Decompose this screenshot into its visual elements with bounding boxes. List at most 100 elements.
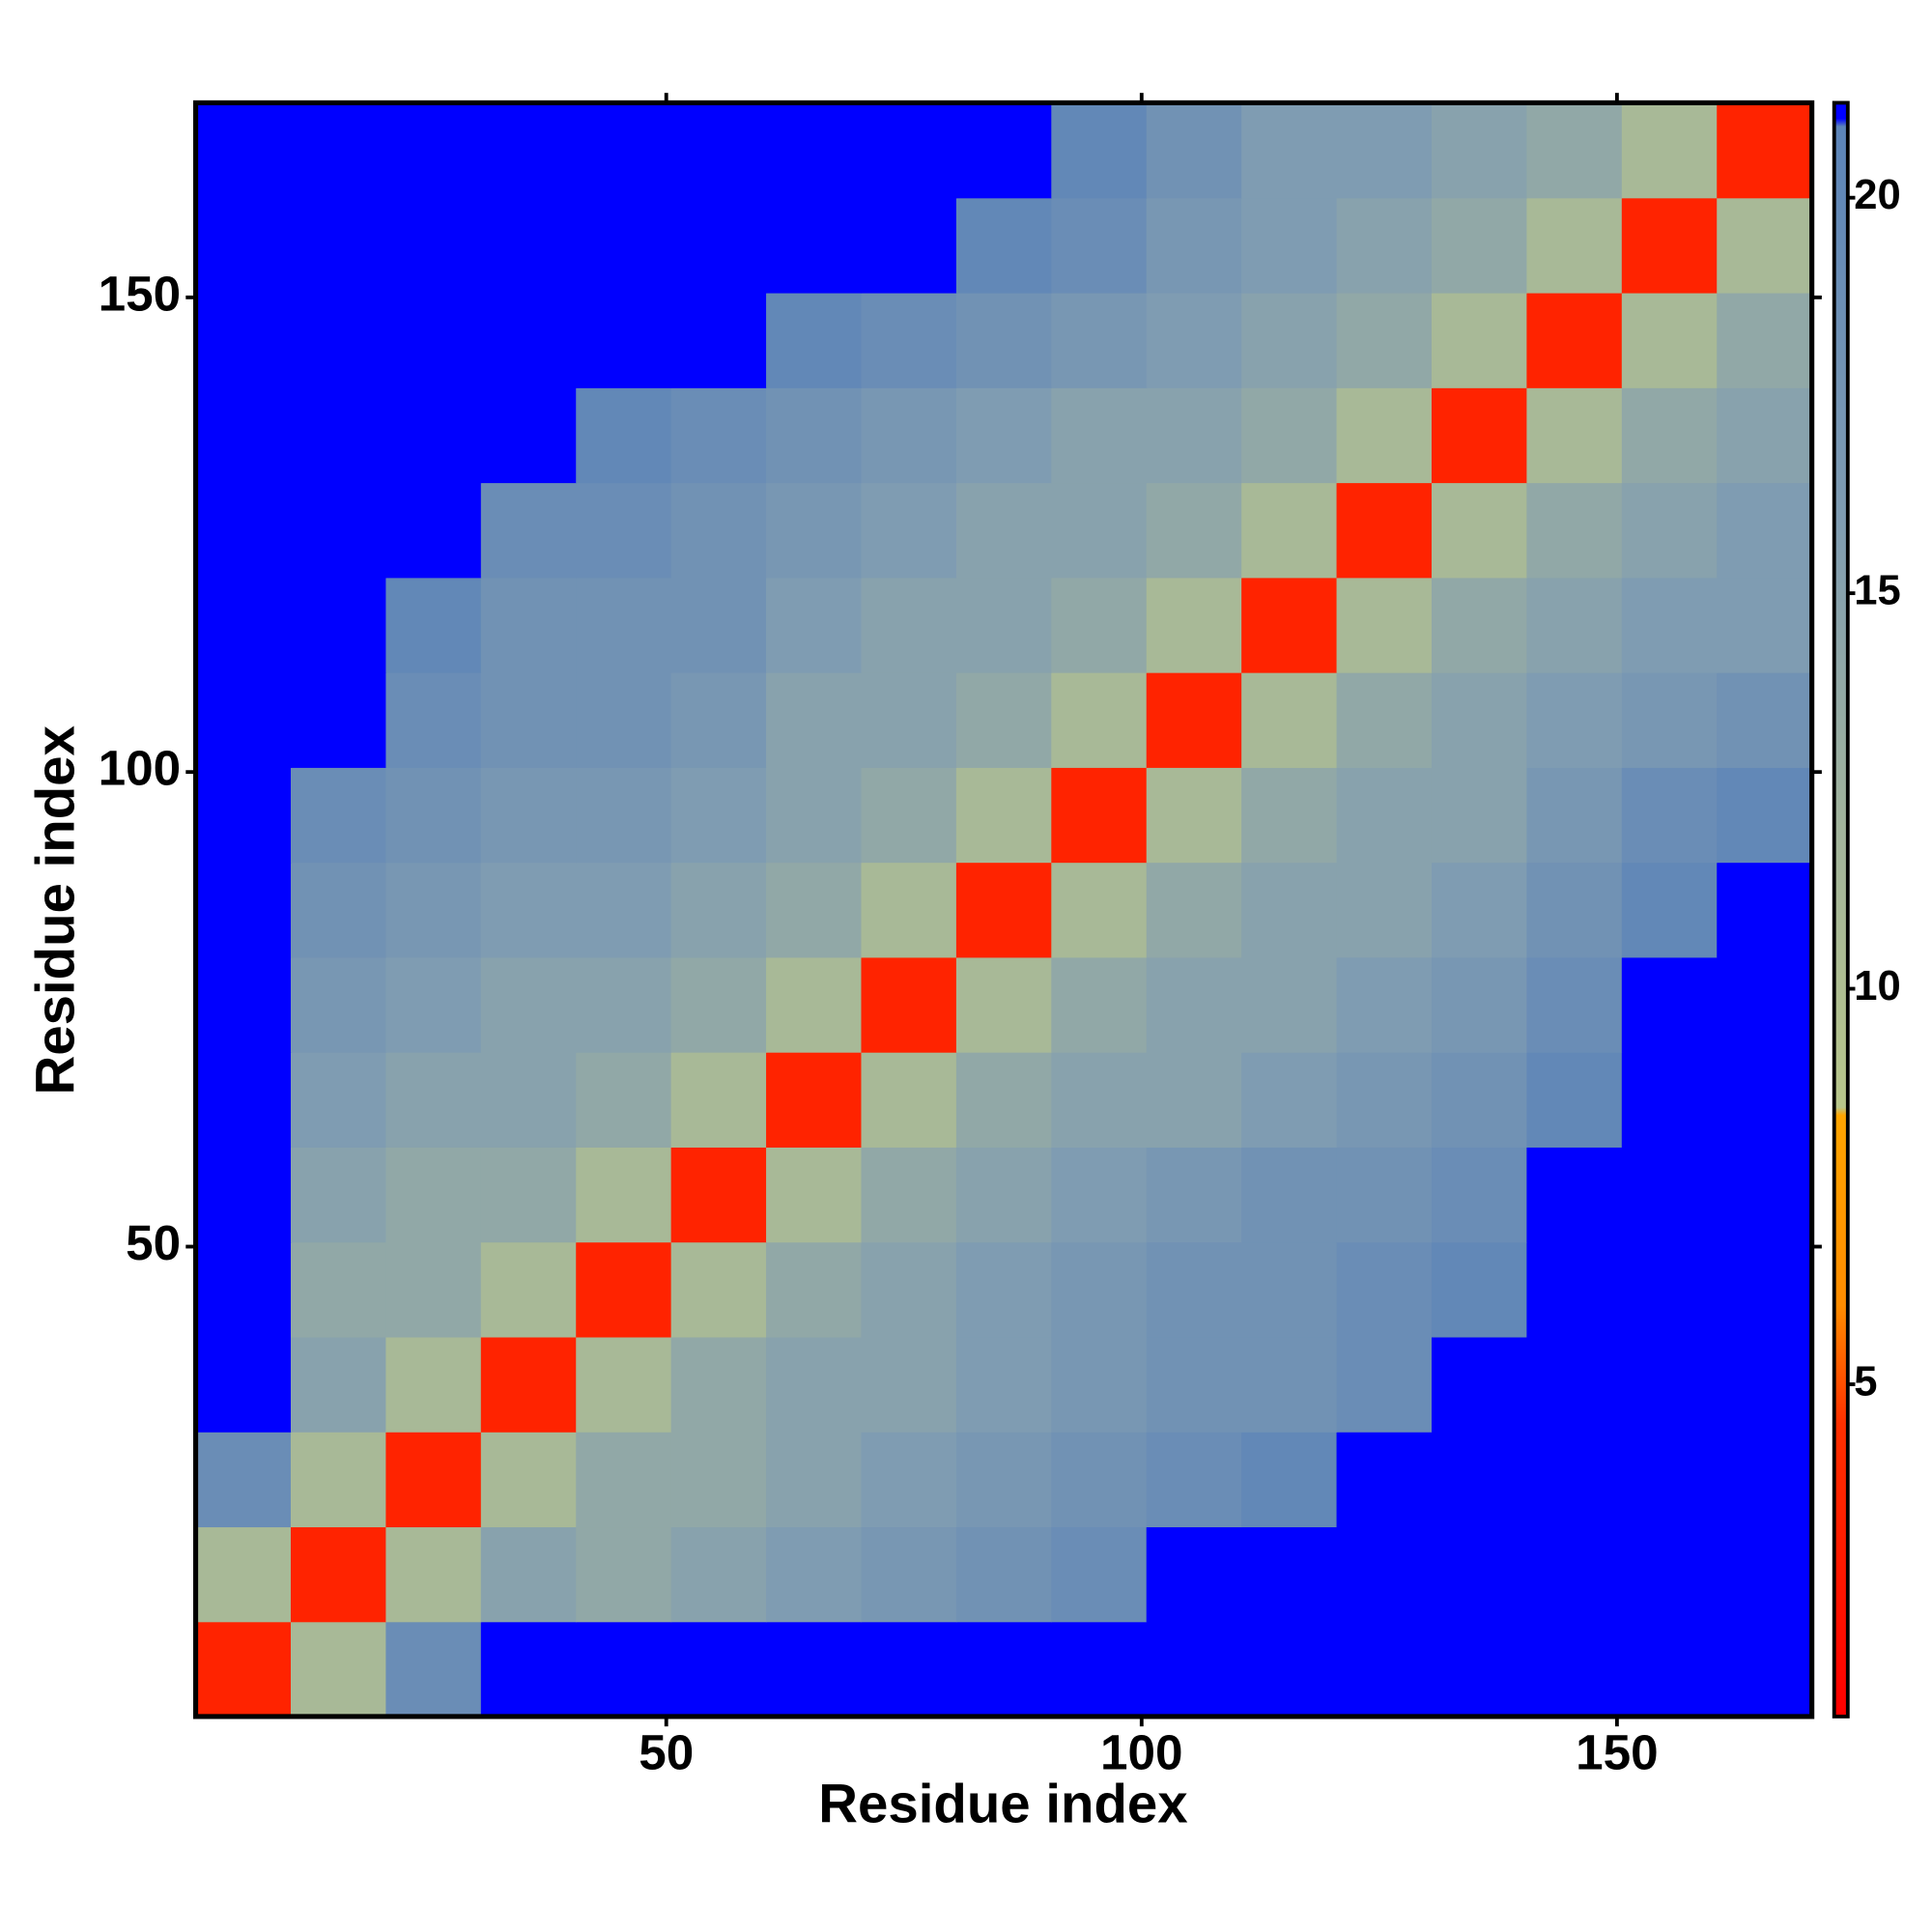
heatmap-cell: [1431, 1147, 1528, 1243]
heatmap-cell: [1146, 482, 1242, 579]
heatmap-cell: [955, 1336, 1052, 1433]
heatmap-cell: [1621, 1621, 1718, 1718]
heatmap-cell: [1146, 1336, 1242, 1433]
heatmap-cell: [1336, 862, 1433, 958]
heatmap-cell: [955, 197, 1052, 294]
heatmap-cell: [385, 1621, 482, 1718]
heatmap-cell: [955, 1052, 1052, 1148]
heatmap-cell: [385, 862, 482, 958]
heatmap-cell: [385, 482, 482, 579]
heatmap-cell: [385, 577, 482, 673]
heatmap-cell: [290, 482, 387, 579]
heatmap-cell: [1526, 672, 1623, 768]
heatmap-cell: [955, 387, 1052, 484]
heatmap-cell: [1146, 1526, 1242, 1623]
heatmap-cell: [1051, 1241, 1148, 1338]
heatmap-cell: [1241, 482, 1338, 579]
heatmap-cell: [1431, 1241, 1528, 1338]
heatmap-cell: [1717, 1336, 1813, 1433]
heatmap-cell: [480, 292, 577, 388]
heatmap-cell: [385, 102, 482, 199]
heatmap-cell: [670, 1241, 767, 1338]
heatmap-cell: [861, 1147, 957, 1243]
heatmap-cell: [1431, 767, 1528, 864]
heatmap-cell: [955, 577, 1052, 673]
heatmap-cell: [576, 387, 672, 484]
heatmap-cell: [1526, 197, 1623, 294]
heatmap-cell: [195, 197, 292, 294]
heatmap-cell: [290, 672, 387, 768]
heatmap-cell: [1717, 767, 1813, 864]
heatmap-cell: [195, 1147, 292, 1243]
heatmap-cell: [1051, 1526, 1148, 1623]
heatmap-cell: [670, 387, 767, 484]
heatmap-cell: [955, 767, 1052, 864]
heatmap-cell: [195, 672, 292, 768]
heatmap-cell: [385, 956, 482, 1053]
heatmap-cell: [1526, 1241, 1623, 1338]
heatmap-cell: [480, 956, 577, 1053]
heatmap-cell: [480, 1336, 577, 1433]
heatmap-cell: [1241, 387, 1338, 484]
heatmap-cell: [861, 102, 957, 199]
heatmap-cell: [766, 1336, 863, 1433]
heatmap-cell: [1431, 672, 1528, 768]
heatmap-cell: [576, 577, 672, 673]
heatmap-cell: [576, 1621, 672, 1718]
heatmap-cell: [670, 1336, 767, 1433]
heatmap-cell: [1051, 1052, 1148, 1148]
heatmap-cell: [766, 1241, 863, 1338]
heatmap-cell: [1336, 577, 1433, 673]
heatmap-cell: [670, 1526, 767, 1623]
heatmap-cell: [1336, 102, 1433, 199]
heatmap-cell: [576, 1526, 672, 1623]
heatmap-cell: [1336, 1336, 1433, 1433]
heatmap-cell: [1241, 1621, 1338, 1718]
heatmap-cell: [576, 672, 672, 768]
heatmap-cell: [385, 197, 482, 294]
heatmap-cell: [670, 862, 767, 958]
heatmap-cell: [1051, 956, 1148, 1053]
heatmap-cell: [1621, 197, 1718, 294]
heatmap-cell: [1051, 672, 1148, 768]
heatmap-cell: [1621, 767, 1718, 864]
heatmap-cell: [480, 197, 577, 294]
colorbar-tick-label: 15: [1854, 568, 1900, 614]
heatmap-cell: [1336, 482, 1433, 579]
heatmap-cell: [1051, 1432, 1148, 1528]
heatmap-cell: [385, 1241, 482, 1338]
heatmap-cell: [1146, 672, 1242, 768]
heatmap-cell: [1146, 767, 1242, 864]
heatmap-cell: [1621, 1526, 1718, 1623]
y-tick-label: 150: [99, 266, 182, 321]
heatmap-cell: [1431, 102, 1528, 199]
heatmap-cell: [766, 1621, 863, 1718]
heatmap-cell: [861, 1432, 957, 1528]
heatmap-cell: [1146, 1432, 1242, 1528]
heatmap-cell: [290, 1052, 387, 1148]
heatmap-cell: [861, 767, 957, 864]
heatmap-cell: [480, 672, 577, 768]
heatmap-cell: [290, 387, 387, 484]
heatmap-cell: [195, 956, 292, 1053]
heatmap-cell: [766, 102, 863, 199]
heatmap-cell: [1526, 577, 1623, 673]
heatmap-cell: [1526, 956, 1623, 1053]
heatmap-cell: [480, 1526, 577, 1623]
x-tick-label: 50: [639, 1724, 694, 1779]
colorbar-tick-label: 10: [1854, 963, 1900, 1009]
heatmap-cell: [290, 1147, 387, 1243]
heatmap-cell: [1717, 1052, 1813, 1148]
heatmap-cell: [1717, 1147, 1813, 1243]
heatmap-cell: [1717, 1432, 1813, 1528]
heatmap-cell: [1526, 767, 1623, 864]
heatmap-cell: [861, 387, 957, 484]
heatmap-cell: [195, 577, 292, 673]
heatmap-cell: [1241, 197, 1338, 294]
heatmap-cell: [861, 482, 957, 579]
heatmap-cell: [195, 1432, 292, 1528]
heatmap-cell: [385, 1432, 482, 1528]
heatmap-cell: [1431, 1052, 1528, 1148]
heatmap-cell: [1717, 956, 1813, 1053]
heatmap-cell: [1621, 292, 1718, 388]
